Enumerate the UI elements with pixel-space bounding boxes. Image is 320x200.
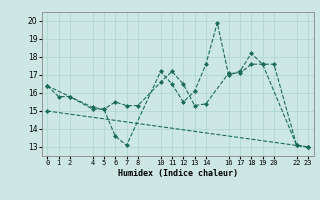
X-axis label: Humidex (Indice chaleur): Humidex (Indice chaleur)	[118, 169, 237, 178]
